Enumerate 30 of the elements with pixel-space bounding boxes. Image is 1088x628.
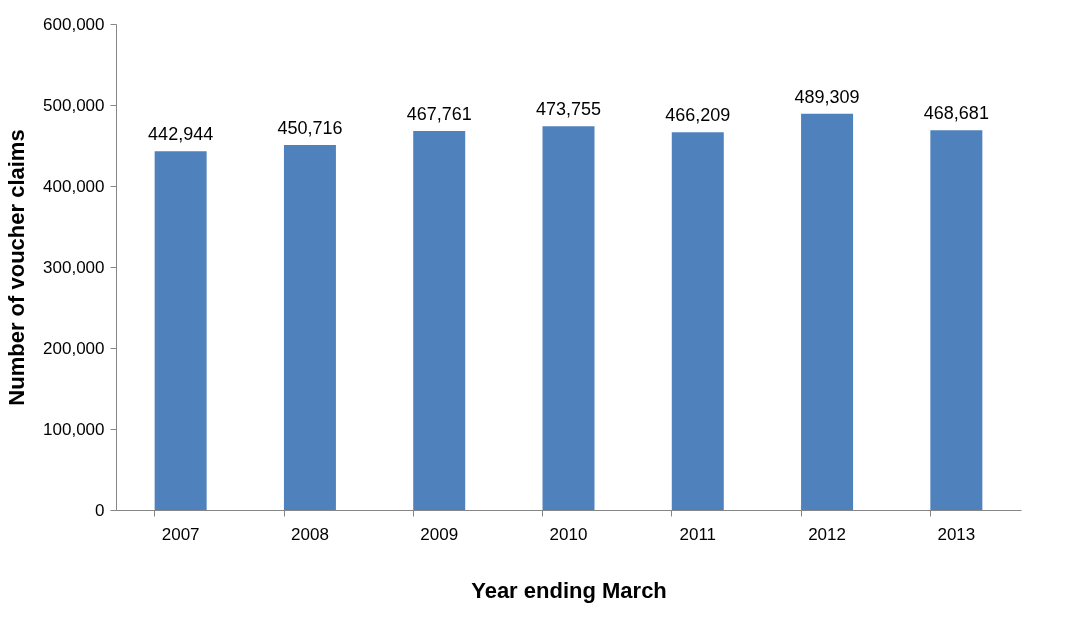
bar [154, 151, 207, 510]
bar [413, 131, 466, 510]
bar [671, 132, 724, 510]
x-axis-title: Year ending March [471, 577, 667, 603]
x-tick-label: 2008 [291, 524, 329, 544]
data-label: 450,716 [277, 117, 343, 138]
data-label: 442,944 [148, 124, 214, 145]
y-tick-label: 300,000 [43, 257, 105, 277]
x-tick-label: 2007 [161, 524, 200, 544]
bar [283, 144, 336, 510]
data-label: 466,209 [665, 105, 731, 126]
y-tick-label: 0 [95, 500, 105, 520]
x-tick-label: 2011 [679, 524, 717, 544]
bar [930, 130, 983, 510]
y-tick-label: 400,000 [43, 176, 105, 196]
data-label: 468,681 [923, 103, 989, 124]
y-tick-label: 500,000 [43, 95, 105, 115]
x-tick-label: 2012 [808, 524, 846, 544]
y-tick-label: 200,000 [43, 338, 105, 358]
y-tick-label: 600,000 [43, 14, 105, 34]
data-label: 473,755 [535, 99, 602, 120]
data-label: 489,309 [794, 86, 860, 107]
bar [542, 126, 595, 510]
y-axis-title: Number of voucher claims [4, 129, 30, 406]
x-tick-label: 2009 [420, 524, 459, 544]
x-tick-label: 2010 [549, 524, 588, 544]
y-tick-label: 100,000 [43, 419, 105, 439]
x-tick-label: 2013 [937, 524, 976, 544]
data-label: 467,761 [406, 104, 472, 125]
bar [801, 113, 854, 510]
